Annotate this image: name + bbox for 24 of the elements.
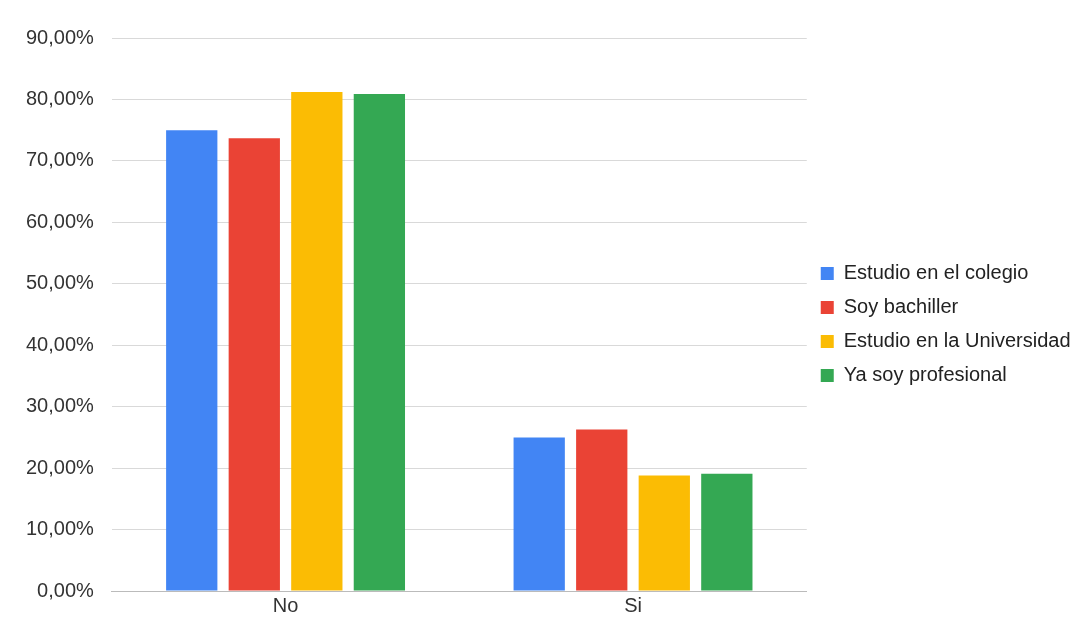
bar bbox=[576, 429, 628, 591]
bar bbox=[638, 475, 690, 591]
y-tick-label: 10,00% bbox=[25, 517, 95, 540]
y-tick-label: 70,00% bbox=[25, 148, 95, 171]
legend-label: Ya soy profesional bbox=[843, 363, 1007, 386]
y-tick-label: 30,00% bbox=[25, 394, 95, 417]
bar bbox=[291, 92, 343, 591]
bar bbox=[228, 138, 280, 591]
bar bbox=[701, 473, 753, 591]
legend-label: Estudio en la Universidad bbox=[843, 329, 1071, 352]
y-tick-label: 80,00% bbox=[25, 86, 95, 109]
y-tick-label: 90,00% bbox=[25, 25, 95, 48]
y-tick-label: 20,00% bbox=[25, 455, 95, 478]
x-tick-label: No bbox=[272, 593, 299, 616]
bar bbox=[166, 130, 218, 591]
y-tick-label: 50,00% bbox=[25, 271, 95, 294]
y-tick-label: 40,00% bbox=[25, 332, 95, 355]
y-tick-label: 60,00% bbox=[25, 209, 95, 232]
x-tick-label: Si bbox=[624, 593, 642, 616]
legend-label: Estudio en el colegio bbox=[843, 261, 1029, 284]
bar bbox=[353, 93, 406, 591]
y-tick-label: 0,00% bbox=[37, 578, 95, 601]
legend-label: Soy bachiller bbox=[843, 295, 959, 318]
bar bbox=[513, 437, 565, 591]
